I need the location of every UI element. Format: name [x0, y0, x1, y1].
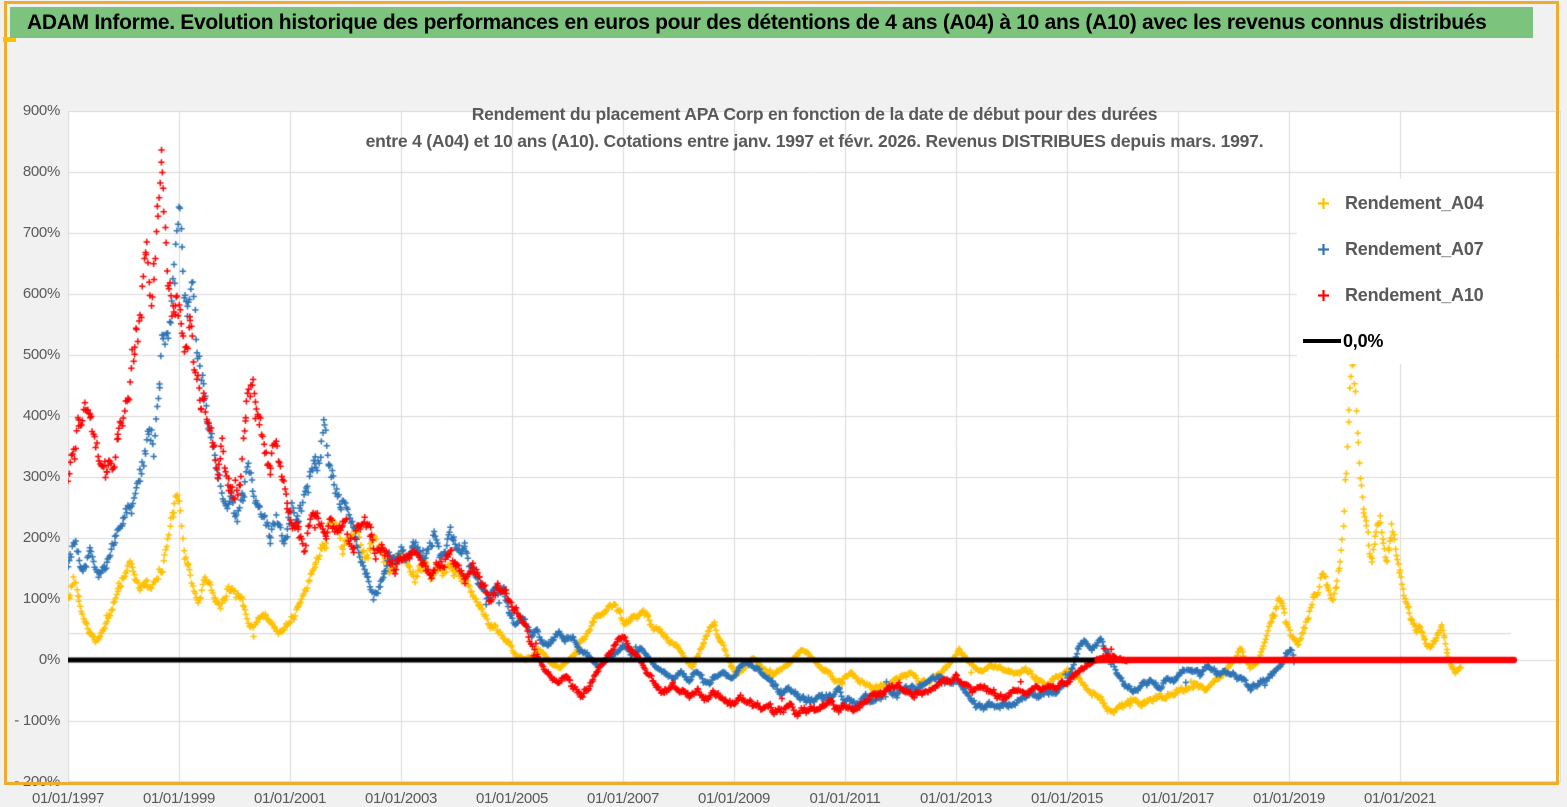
legend-item-rendement-a10[interactable]: Rendement_A10: [1297, 282, 1558, 308]
legend-item-rendement-a04[interactable]: Rendement_A04: [1297, 190, 1558, 216]
y-axis-tick-label: 900%: [22, 102, 60, 119]
y-axis-tick-label: 500%: [22, 346, 60, 363]
x-axis-tick-label: 01/01/1999: [142, 790, 216, 807]
legend-label: Rendement_A10: [1345, 284, 1484, 305]
legend-item-zero-line[interactable]: 0,0%: [1297, 328, 1558, 354]
y-axis-tick-label: 0%: [38, 651, 60, 668]
x-axis-tick-label: 01/01/2021: [1363, 790, 1437, 807]
chart-title-line1: Rendement du placement APA Corp en fonct…: [471, 104, 1158, 124]
y-axis-tick-label: 400%: [22, 407, 60, 424]
chart-area: Rendement du placement APA Corp en fonct…: [0, 42, 1567, 807]
x-axis-tick-label: 01/01/2013: [919, 790, 993, 807]
x-axis-tick-label: 01/01/2001: [253, 790, 327, 807]
x-axis-tick-label: 01/01/2015: [1030, 790, 1104, 807]
x-axis-tick-label: 01/01/2007: [586, 790, 660, 807]
y-axis-tick-label: - 200%: [14, 773, 60, 790]
x-axis-tick-label: 01/01/2003: [364, 790, 438, 807]
legend-label: Rendement_A07: [1345, 238, 1484, 259]
legend-item-rendement-a07[interactable]: Rendement_A07: [1297, 236, 1558, 262]
zero-line-swatch: [1303, 339, 1341, 343]
y-axis-tick-label: 300%: [22, 468, 60, 485]
x-axis-tick-label: 01/01/1997: [31, 790, 105, 807]
y-axis-tick-label: - 100%: [14, 712, 60, 729]
gold-accent-dash: [3, 37, 16, 42]
y-axis-tick-label: 800%: [22, 163, 60, 180]
y-axis-tick-label: 600%: [22, 285, 60, 302]
plus-marker-icon: [1318, 243, 1329, 255]
x-axis-tick-label: 01/01/2011: [809, 790, 881, 807]
y-axis-tick-label: 200%: [22, 529, 60, 546]
chart-plot-canvas: [68, 111, 1561, 782]
x-axis-tick-label: 01/01/2009: [697, 790, 771, 807]
chart-title-line2: entre 4 (A04) et 10 ans (A10). Cotations…: [365, 131, 1264, 151]
legend-label: 0,0%: [1343, 330, 1384, 351]
x-axis-tick-label: 01/01/2019: [1252, 790, 1326, 807]
x-axis-tick-label: 01/01/2017: [1141, 790, 1215, 807]
x-axis-tick-label: 01/01/2005: [475, 790, 549, 807]
title-bar: ADAM Informe. Evolution historique des p…: [10, 7, 1533, 38]
plus-marker-icon: [1318, 197, 1329, 209]
legend-label: Rendement_A04: [1345, 192, 1484, 213]
chart-legend: Rendement_A04 Rendement_A07 Rendement_A1…: [1297, 179, 1558, 364]
y-axis-tick-label: 100%: [22, 590, 60, 607]
page-title: ADAM Informe. Evolution historique des p…: [27, 10, 1487, 34]
plus-marker-icon: [1318, 289, 1329, 301]
y-axis-tick-label: 700%: [22, 224, 60, 241]
